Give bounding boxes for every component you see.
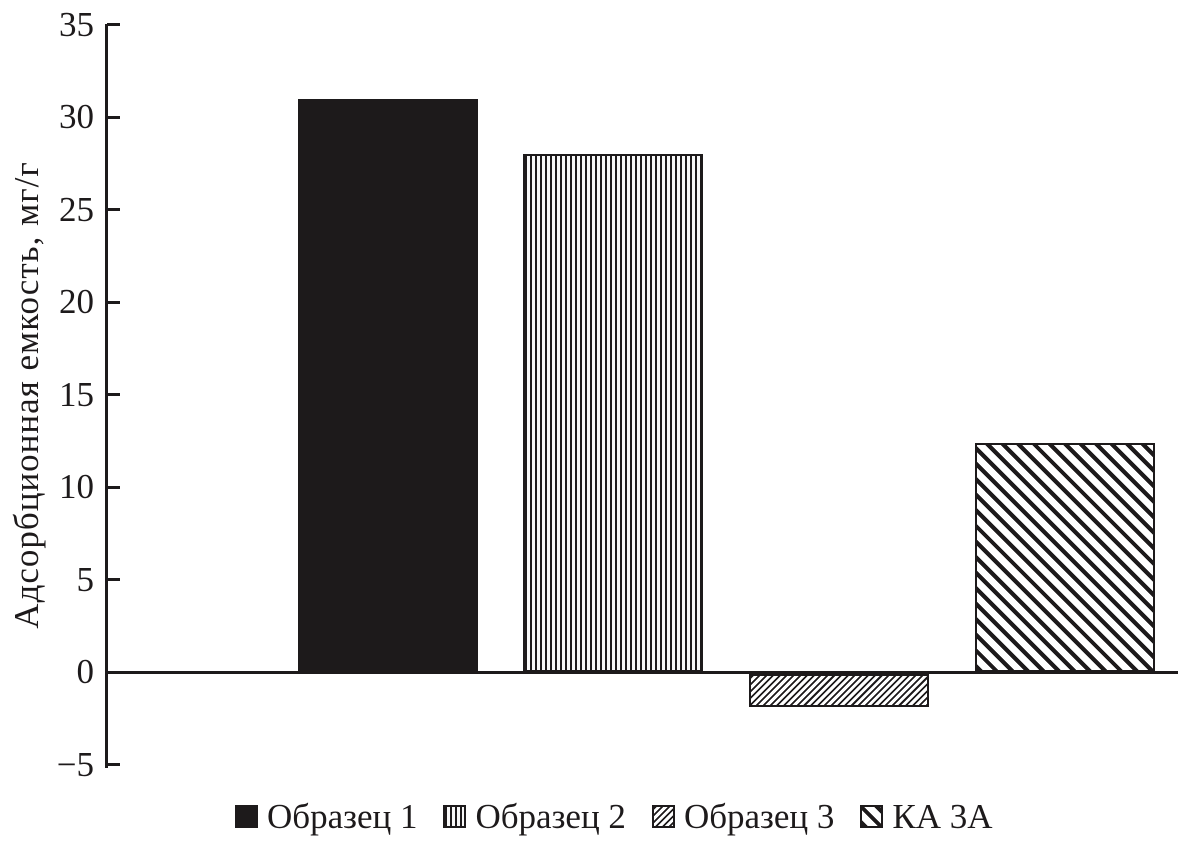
y-tick-label: 10 — [59, 467, 94, 506]
legend-swatch-icon — [651, 805, 675, 828]
legend-swatch-icon — [860, 805, 884, 828]
y-tick-mark — [107, 208, 120, 211]
y-axis-line — [105, 24, 108, 768]
y-tick-mark — [107, 763, 120, 766]
legend-label: КА 3А — [892, 797, 993, 836]
bar-4 — [975, 442, 1155, 672]
y-tick-mark — [107, 578, 120, 581]
legend-swatch-icon — [443, 805, 467, 828]
y-tick-mark — [107, 115, 120, 119]
legend-label: Образец 1 — [267, 797, 418, 836]
legend-item: Образец 3 — [651, 797, 835, 836]
legend-item: Образец 1 — [235, 799, 417, 834]
y-tick-label: −5 — [56, 744, 94, 784]
y-tick-mark — [107, 393, 120, 396]
legend-swatch-icon — [235, 805, 258, 828]
y-tick-mark — [107, 485, 120, 489]
bar-2 — [523, 154, 703, 672]
y-tick-label: 35 — [59, 4, 94, 44]
y-tick-mark — [107, 23, 120, 26]
y-tick-mark — [107, 300, 120, 304]
bar-3 — [749, 674, 929, 708]
zero-baseline — [106, 671, 1178, 674]
y-tick-label: 5 — [76, 559, 95, 599]
y-tick-label: 25 — [59, 189, 94, 229]
legend-item: КА 3А — [860, 797, 993, 836]
legend-label: Образец 3 — [683, 797, 835, 836]
bar-1 — [298, 98, 478, 672]
y-tick-label: 20 — [59, 282, 94, 321]
legend-item: Образец 2 — [443, 797, 626, 836]
y-tick-label: 0 — [76, 652, 95, 691]
y-tick-label: 15 — [59, 374, 94, 414]
legend: Образец 1 Образец 2 Образец 3 КА 3А — [235, 799, 993, 834]
legend-label: Образец 2 — [475, 797, 626, 836]
y-tick-label: 30 — [59, 97, 94, 136]
